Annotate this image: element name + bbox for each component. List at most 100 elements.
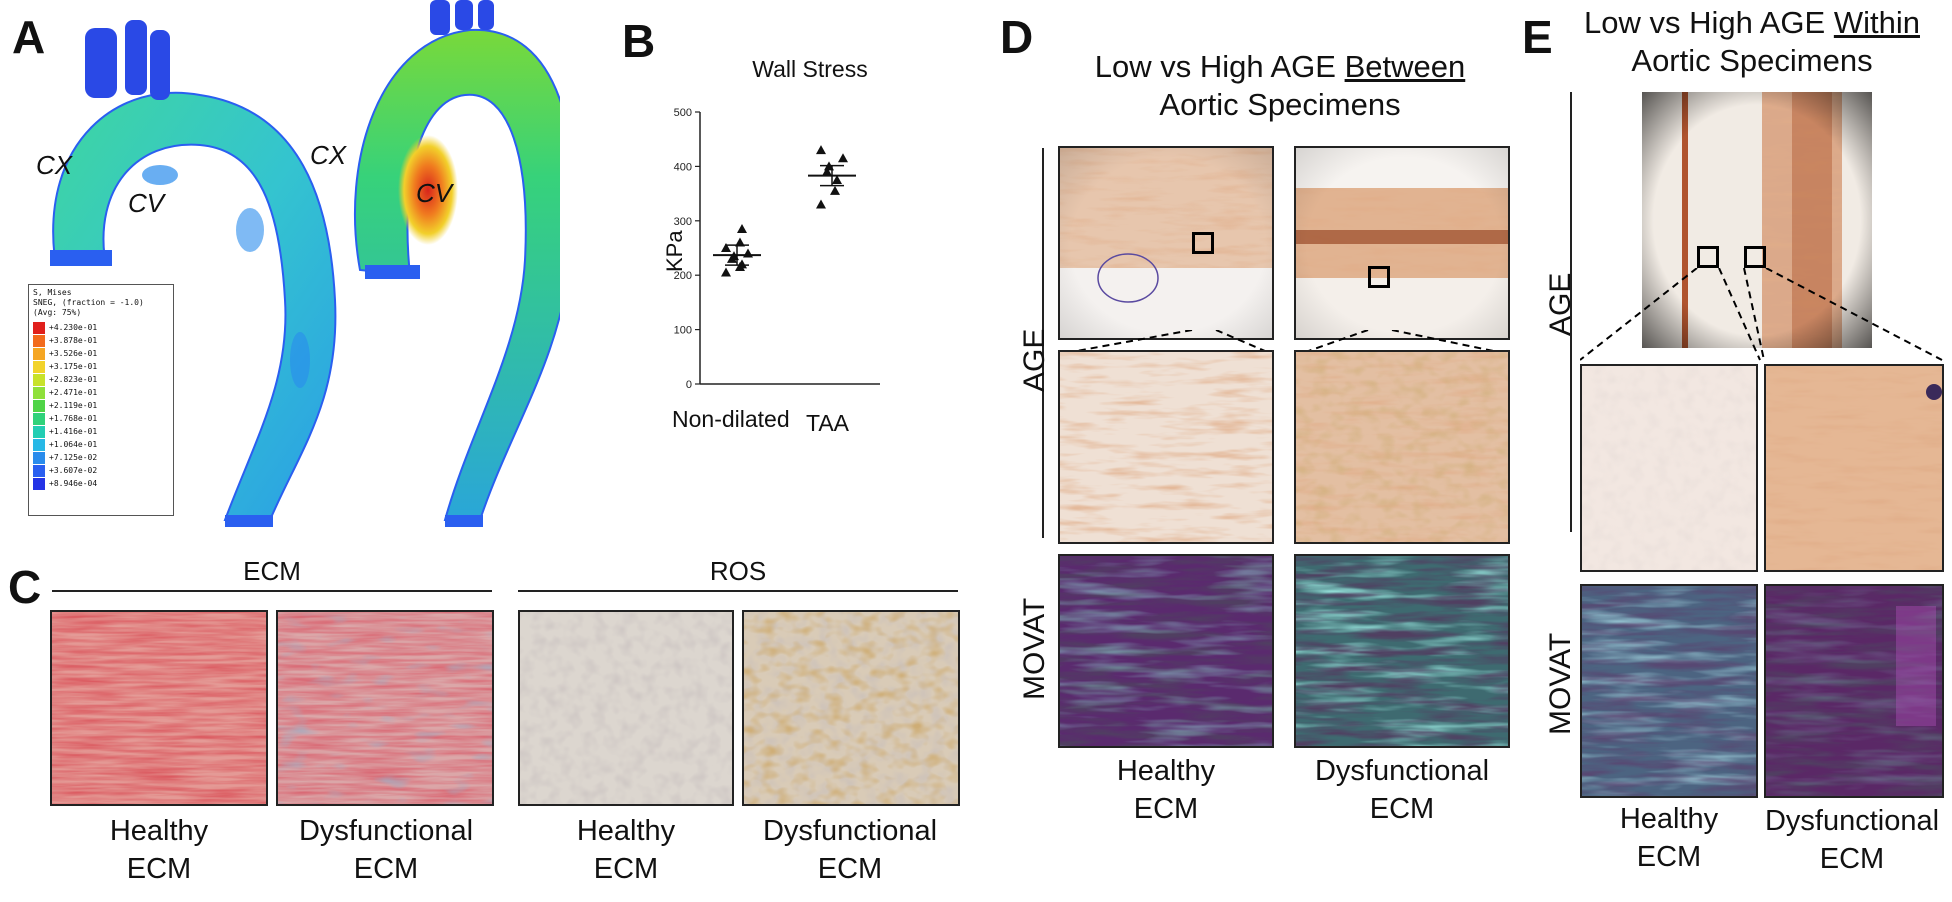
legend-value: +7.125e-02: [49, 452, 98, 462]
legend-entry: +1.768e-01: [33, 412, 169, 425]
legend-entry: +3.607e-02: [33, 464, 169, 477]
panel-label-d: D: [1000, 11, 1034, 63]
d-movat-label: MOVAT: [1018, 597, 1051, 700]
d-movat-dysfunctional: [1294, 554, 1510, 748]
aorta-model-right: [353, 0, 576, 527]
d-age-label: AGE: [1018, 328, 1051, 392]
ros-header: ROS: [709, 556, 767, 586]
d-age-healthy: [1058, 350, 1274, 544]
legend-value: +3.607e-02: [49, 465, 98, 475]
panel-label-c: C: [8, 561, 42, 613]
e-caption-1: Healthy ECM: [1619, 803, 1719, 873]
legend-entry: +3.526e-01: [33, 347, 169, 360]
data-point: [816, 145, 826, 155]
cx-label-left: CX: [36, 150, 73, 180]
legend-value: +3.878e-01: [49, 335, 98, 345]
legend-value: +4.230e-01: [49, 322, 98, 332]
d-zoom-marker-dysfunctional: [1368, 266, 1390, 288]
d-movat-healthy: [1058, 554, 1274, 748]
ecm-header-line: [52, 590, 492, 592]
data-point: [830, 185, 840, 195]
panel-label-a: A: [12, 11, 46, 63]
legend-swatch: [33, 451, 45, 464]
e-age-bracket: [1570, 92, 1572, 532]
d-caption-2: Dysfunctional ECM: [1314, 755, 1490, 825]
legend-entry: +8.946e-04: [33, 477, 169, 490]
panel-b-wall-stress: Wall Stress KPa 0 100 200 300 400 500: [640, 50, 900, 450]
c-dysfunctional-ecm-image: [276, 610, 494, 806]
legend-entry: +2.471e-01: [33, 386, 169, 399]
panel-a-aorta-models: CX CV CX CV S, Mises SNEG, (fraction = -…: [0, 0, 576, 555]
data-point: [737, 223, 747, 233]
data-point: [743, 248, 753, 258]
d-age-bracket: [1042, 148, 1044, 538]
e-title: Low vs High AGE Within Aortic Specimens: [1584, 5, 1920, 78]
y-tick-label: 500: [674, 107, 692, 119]
data-point: [735, 237, 745, 247]
data-point: [822, 166, 832, 176]
y-tick-label: 100: [674, 325, 692, 337]
legend-swatch: [33, 386, 45, 399]
e-caption-2: Dysfunctional ECM: [1764, 805, 1940, 875]
d-zoom-marker-healthy: [1192, 232, 1214, 254]
legend-value: +3.175e-01: [49, 361, 98, 371]
legend-header-2: SNEG, (fraction = -1.0): [33, 298, 144, 307]
legend-entry: +2.823e-01: [33, 373, 169, 386]
y-tick-label: 200: [674, 270, 692, 282]
legend-swatch: [33, 321, 45, 334]
c-caption-4: Dysfunctional ECM: [762, 815, 938, 885]
legend-entry: +3.175e-01: [33, 360, 169, 373]
x-label-non-dilated: Non-dilated: [672, 406, 790, 432]
legend-value: +3.526e-01: [49, 348, 98, 358]
y-tick-label: 300: [674, 216, 692, 228]
legend-value: +1.416e-01: [49, 426, 98, 436]
cx-label-right: CX: [310, 140, 347, 170]
legend-value: +1.064e-01: [49, 439, 98, 449]
c-caption-2: Dysfunctional ECM: [298, 815, 474, 885]
e-zoom-marker-right: [1744, 246, 1766, 268]
legend-header-3: (Avg: 75%): [33, 308, 82, 317]
stress-legend: S, Mises SNEG, (fraction = -1.0) (Avg: 7…: [28, 284, 174, 516]
wall-stress-scatter: 0 100 200 300 400 500: [674, 107, 880, 391]
aorta-model-left: [50, 20, 337, 527]
ecm-header: ECM: [243, 556, 301, 586]
legend-swatch: [33, 347, 45, 360]
legend-value: +2.471e-01: [49, 387, 98, 397]
legend-value: +1.768e-01: [49, 413, 98, 423]
c-healthy-ros-image: [518, 610, 734, 806]
data-point: [816, 199, 826, 209]
aorta-stress-models: [50, 0, 576, 527]
legend-entry: +3.878e-01: [33, 334, 169, 347]
legend-entry: +1.416e-01: [33, 425, 169, 438]
c-caption-1: Healthy ECM: [109, 815, 209, 885]
cv-label-left: CV: [128, 188, 165, 218]
e-age-label: AGE: [1544, 272, 1577, 336]
legend-swatch: [33, 477, 45, 490]
legend-swatch: [33, 360, 45, 373]
c-healthy-ecm-image: [50, 610, 268, 806]
panel-label-b: B: [622, 15, 656, 67]
d-caption-1: Healthy ECM: [1116, 755, 1216, 825]
data-point: [721, 243, 731, 252]
e-age-dysfunctional: [1764, 364, 1944, 572]
chart-title: Wall Stress: [752, 56, 868, 82]
y-tick-label: 0: [686, 379, 692, 391]
legend-entry: +1.064e-01: [33, 438, 169, 451]
legend-swatch: [33, 438, 45, 451]
legend-entry: +2.119e-01: [33, 399, 169, 412]
legend-rows: +4.230e-01 +3.878e-01 +3.526e-01 +3.175e-01…: [33, 321, 169, 490]
c-dysfunctional-ros-image: [742, 610, 960, 806]
e-zoom-lines: [1580, 268, 1943, 361]
e-movat-label: MOVAT: [1544, 632, 1577, 735]
e-movat-dysfunctional: [1764, 584, 1944, 798]
legend-swatch: [33, 334, 45, 347]
cv-label-right: CV: [416, 178, 453, 208]
e-low-mag-image: [1642, 92, 1872, 348]
e-zoom-marker-left: [1697, 246, 1719, 268]
data-point: [737, 259, 747, 269]
legend-swatch: [33, 464, 45, 477]
c-caption-3: Healthy ECM: [576, 815, 676, 885]
legend-swatch: [33, 399, 45, 412]
e-movat-healthy: [1580, 584, 1758, 798]
y-tick-label: 400: [674, 161, 692, 173]
